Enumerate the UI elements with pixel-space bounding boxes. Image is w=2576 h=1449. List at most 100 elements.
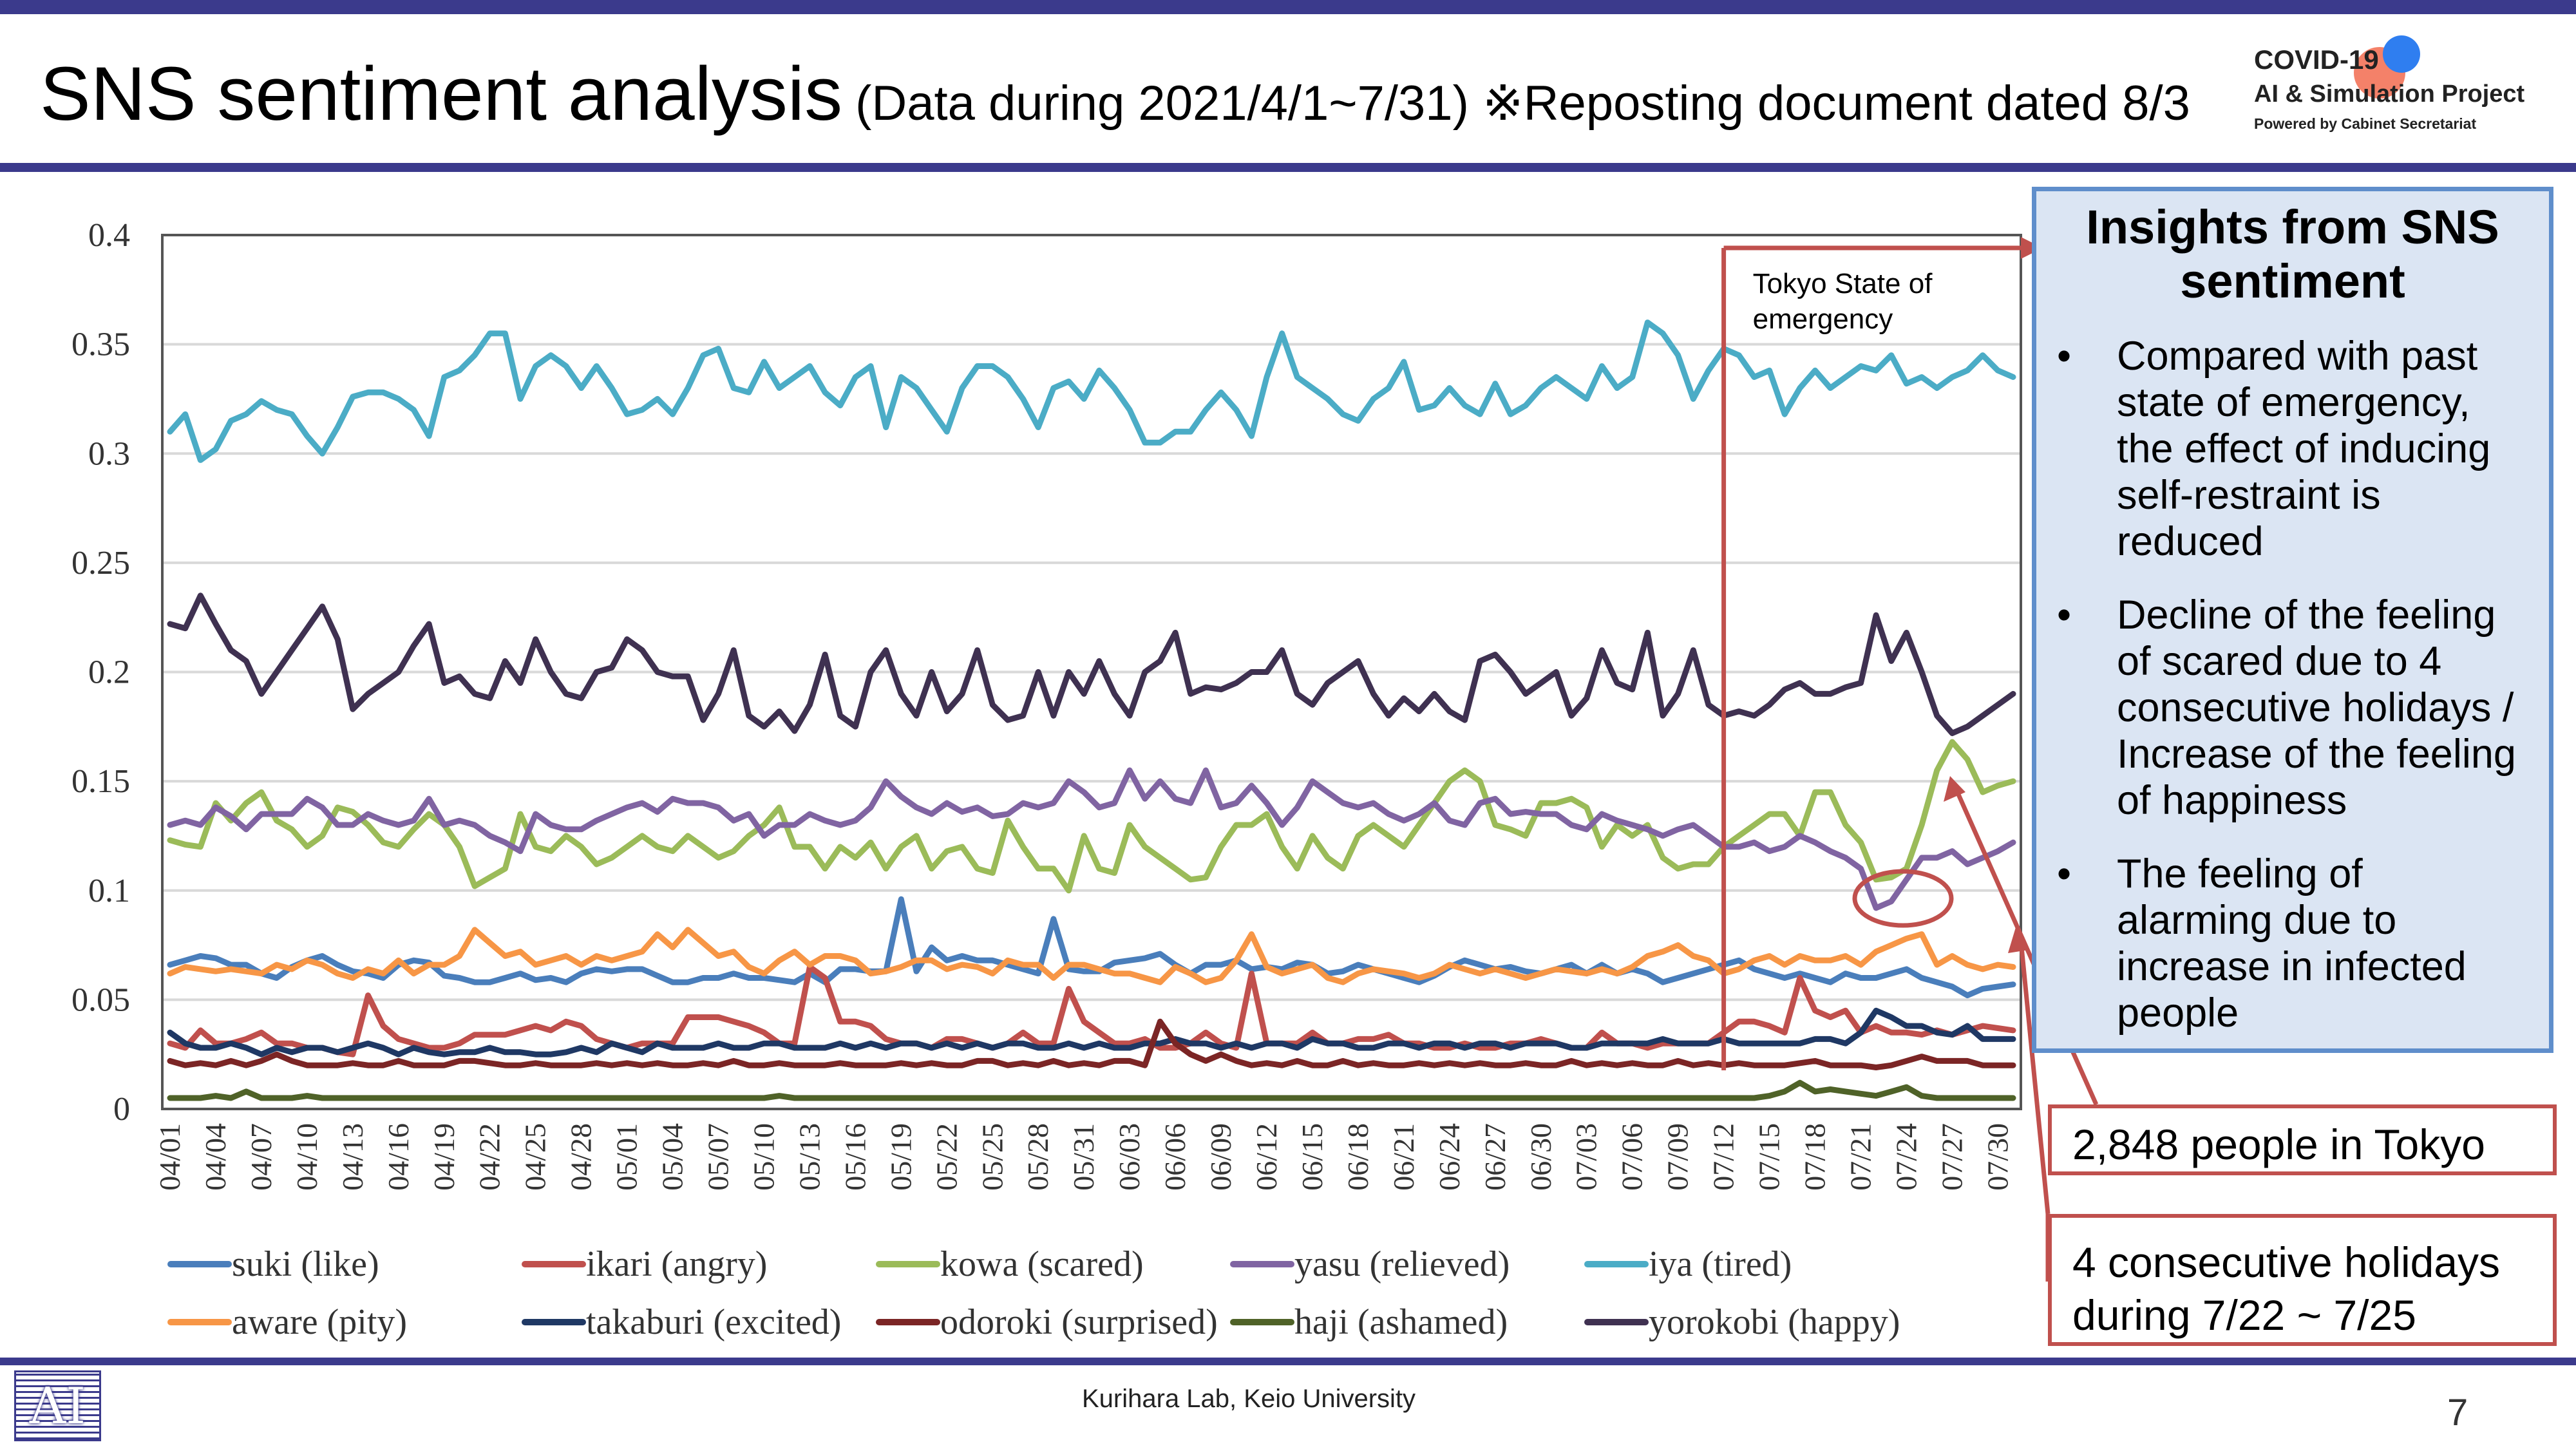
logo-line-2: AI & Simulation Project — [2254, 80, 2525, 108]
x-tick-label: 04/04 — [199, 1123, 232, 1191]
legend-label: kowa (scared) — [940, 1244, 1144, 1284]
y-tick-label: 0.3 — [88, 435, 130, 472]
y-tick-label: 0.25 — [71, 545, 130, 582]
page-number: 7 — [2447, 1392, 2468, 1434]
legend-label: odoroki (surprised) — [940, 1302, 1218, 1342]
x-tick-label: 04/13 — [336, 1123, 369, 1191]
x-tick-label: 05/22 — [930, 1123, 963, 1191]
x-tick-label: 05/16 — [838, 1123, 871, 1191]
series-line — [167, 739, 2016, 894]
x-tick-label: 05/04 — [656, 1123, 689, 1191]
x-tick-label: 07/03 — [1570, 1123, 1603, 1191]
y-tick-label: 0.1 — [88, 873, 130, 909]
insight-item: Decline of the feeling of scared due to … — [2036, 592, 2523, 824]
covid19-project-logo: COVID-19 AI & Simulation Project Powered… — [2248, 35, 2557, 145]
legend-label: iya (tired) — [1649, 1244, 1792, 1284]
x-tick-label: 06/27 — [1479, 1123, 1511, 1191]
insights-panel: Insights from SNS sentiment Compared wit… — [2032, 187, 2553, 1053]
legend-label: takaburi (excited) — [586, 1302, 841, 1342]
insights-list: Compared with past state of emergency, t… — [2036, 333, 2549, 1036]
insight-item: The feeling of alarming due to increase … — [2036, 851, 2523, 1036]
x-tick-label: 05/13 — [793, 1123, 826, 1191]
x-tick-label: 04/01 — [153, 1123, 186, 1191]
tokyo-arrow-head — [1944, 776, 1965, 802]
x-tick-label: 04/25 — [519, 1123, 552, 1191]
footer-lab-name: Kurihara Lab, Keio University — [1082, 1385, 1416, 1413]
y-tick-label: 0 — [113, 1091, 130, 1128]
x-tick-label: 04/28 — [565, 1123, 598, 1191]
series-line — [167, 319, 2016, 463]
callout-tokyo-cases: 2,848 people in Tokyo — [2048, 1104, 2557, 1175]
series-line — [167, 592, 2016, 736]
legend-layer: suki (like) ikari (angry) kowa (scared) yas… — [167, 1244, 1900, 1342]
x-tick-label: 07/06 — [1616, 1123, 1649, 1191]
callout-holidays: 4 consecutive holidays during 7/22 ~ 7/2… — [2048, 1214, 2557, 1346]
legend-label: suki (like) — [232, 1244, 379, 1284]
legend-label: yasu (relieved) — [1294, 1244, 1510, 1284]
insights-title: Insights from SNS sentiment — [2086, 200, 2499, 308]
series-layer — [167, 319, 2016, 1101]
x-tick-label: 05/07 — [702, 1123, 735, 1191]
x-tick-label: 04/16 — [382, 1123, 415, 1191]
x-tick-label: 05/10 — [747, 1123, 780, 1191]
y-tick-label: 0.35 — [71, 327, 130, 363]
y-tick-label: 0.4 — [88, 217, 130, 254]
top-accent-bar — [0, 0, 2576, 14]
x-tick-label: 06/24 — [1433, 1123, 1466, 1191]
series-line — [167, 1079, 2016, 1101]
x-tick-label: 06/06 — [1159, 1123, 1191, 1191]
x-tick-label: 07/30 — [1981, 1123, 2014, 1191]
x-tick-label: 07/18 — [1799, 1123, 1832, 1191]
legend-label: haji (ashamed) — [1294, 1302, 1508, 1342]
insight-item: Compared with past state of emergency, t… — [2036, 333, 2523, 565]
x-tick-label: 04/19 — [428, 1123, 460, 1191]
x-tick-label: 06/21 — [1387, 1123, 1420, 1191]
series-line — [167, 1007, 2016, 1057]
x-tick-label: 05/31 — [1067, 1123, 1100, 1191]
series-line — [167, 1018, 2016, 1070]
x-tick-label: 06/09 — [1204, 1123, 1237, 1191]
x-tick-label: 04/10 — [290, 1123, 323, 1191]
logo-blue-dot — [2383, 35, 2420, 73]
x-tick-label: 07/24 — [1889, 1123, 1922, 1191]
x-tick-label: 05/01 — [611, 1123, 643, 1191]
x-tick-label: 06/18 — [1341, 1123, 1374, 1191]
plot-frame — [161, 234, 2022, 1110]
x-tick-label: 04/22 — [473, 1123, 506, 1191]
title-divider — [0, 163, 2576, 172]
y-tick-label: 0.05 — [71, 981, 130, 1018]
holiday-arrow-head — [2008, 927, 2029, 953]
footer-divider — [0, 1358, 2576, 1365]
title-subtitle: (Data during 2021/4/1~7/31) ※Reposting d… — [855, 76, 2190, 131]
y-tick-label: 0.2 — [88, 654, 130, 691]
x-tick-label: 07/27 — [1935, 1123, 1968, 1191]
y-tick-label: 0.15 — [71, 763, 130, 800]
x-tick-label: 07/21 — [1844, 1123, 1877, 1191]
series-line — [167, 896, 2016, 999]
x-tick-label: 06/15 — [1296, 1123, 1329, 1191]
series-line — [167, 927, 2016, 985]
x-tick-label: 05/25 — [976, 1123, 1009, 1191]
legend-label: ikari (angry) — [586, 1244, 767, 1284]
legend-label: aware (pity) — [232, 1302, 407, 1342]
x-tick-label: 04/07 — [245, 1123, 278, 1191]
title-main: SNS sentiment analysis — [40, 52, 843, 137]
highlight-ellipse — [1852, 869, 1954, 928]
holiday-arrow — [2018, 940, 2050, 1215]
lab-logo-text: AI — [29, 1378, 86, 1435]
x-tick-label: 07/15 — [1753, 1123, 1786, 1191]
emergency-label-line: Tokyo State of — [1753, 268, 1933, 299]
x-tick-label: 05/28 — [1021, 1123, 1054, 1191]
lab-logo-icon: AI — [14, 1370, 101, 1441]
x-tick-label: 06/03 — [1113, 1123, 1146, 1191]
slide-title: SNS sentiment analysis (Data during 2021/… — [40, 50, 2190, 138]
x-tick-label: 06/12 — [1250, 1123, 1283, 1191]
logo-line-1: COVID-19 — [2254, 44, 2379, 75]
x-tick-label: 06/30 — [1524, 1123, 1557, 1191]
x-tick-label: 07/09 — [1662, 1123, 1694, 1191]
axis-layer: 0 0.05 0.1 0.15 0.2 0.25 0.3 0.35 0.4 04/01 04/04 0… — [71, 217, 2022, 1191]
x-tick-label: 05/19 — [884, 1123, 917, 1191]
emergency-label: Tokyo State of emergency — [1753, 268, 1933, 335]
logo-line-3: Powered by Cabinet Secretariat — [2254, 115, 2477, 132]
